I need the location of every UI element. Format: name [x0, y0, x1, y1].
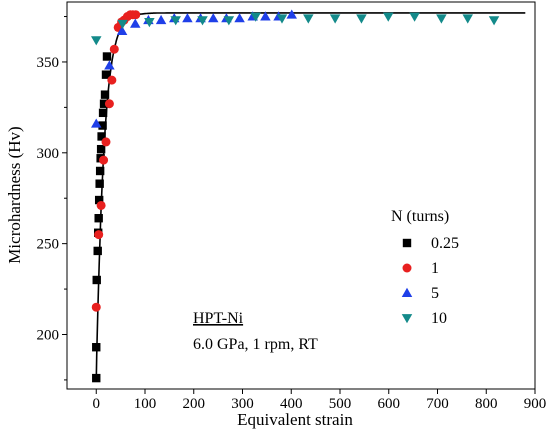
x-tick-label: 700 [426, 396, 449, 412]
data-point [436, 14, 447, 24]
x-tick-label: 600 [378, 396, 401, 412]
x-tick-label: 200 [183, 396, 206, 412]
y-tick-label: 350 [37, 55, 60, 71]
data-point [95, 166, 105, 176]
y-tick-label: 200 [37, 327, 60, 343]
annotation: HPT-Ni 6.0 GPa, 1 rpm, RT [193, 310, 318, 353]
x-tick-label: 400 [280, 396, 303, 412]
data-point [182, 13, 193, 23]
data-point [96, 144, 106, 154]
series-10 [91, 12, 500, 46]
data-point [91, 302, 101, 312]
data-point [155, 14, 167, 25]
data-point [91, 36, 102, 46]
data-point [91, 118, 102, 128]
data-point [95, 179, 104, 188]
y-tick-label: 250 [37, 237, 60, 253]
x-axis-label: Equivalent strain [237, 410, 353, 429]
data-point [94, 195, 104, 205]
annotation-line-2: 6.0 GPa, 1 rpm, RT [193, 336, 318, 353]
legend-label: 0.25 [431, 235, 459, 252]
data-point [104, 60, 115, 70]
data-point [250, 12, 261, 22]
y-tick-label: 300 [37, 146, 60, 162]
data-point [144, 18, 155, 28]
data-point [356, 14, 367, 24]
data-point [383, 12, 394, 22]
data-point [96, 200, 106, 210]
data-point [92, 373, 101, 383]
x-axis: 0 100 200 300 400 500 600 700 800 900 [93, 389, 547, 412]
y-axis: 200 250 300 350 [37, 16, 67, 381]
plot-frame [66, 1, 536, 390]
data-point [101, 70, 111, 79]
x-tick-label: 900 [524, 396, 547, 412]
legend-label: 10 [431, 310, 447, 327]
data-point [117, 19, 128, 30]
legend-title: N (turns) [391, 208, 449, 225]
data-point [223, 16, 235, 26]
data-point [170, 16, 181, 26]
data-point [97, 132, 106, 141]
data-point [107, 75, 117, 85]
data-point [94, 230, 104, 240]
annotation-line-1: HPT-Ni [193, 310, 244, 327]
data-point [109, 44, 119, 54]
legend-marker [401, 287, 413, 297]
data-point [488, 16, 500, 26]
data-point [92, 275, 101, 285]
fit-curve [95, 12, 526, 379]
legend-label: 1 [431, 260, 439, 277]
data-points [91, 9, 500, 383]
x-tick-label: 800 [475, 396, 498, 412]
x-tick-label: 300 [231, 396, 254, 412]
data-point [131, 10, 141, 20]
data-point [276, 14, 288, 24]
data-point [303, 14, 314, 24]
data-point [98, 108, 108, 118]
data-point [92, 343, 101, 352]
data-point [462, 14, 473, 24]
data-point [99, 155, 109, 165]
data-point [100, 90, 110, 99]
data-point [104, 99, 114, 109]
legend-label: 5 [431, 285, 439, 302]
data-point [102, 52, 112, 61]
data-point [409, 12, 420, 22]
data-point [94, 214, 103, 223]
data-point [234, 13, 245, 23]
legend-marker [402, 238, 412, 248]
data-point [99, 99, 109, 108]
data-point [116, 25, 128, 36]
data-point [286, 9, 297, 19]
data-point [197, 16, 208, 26]
x-tick-label: 0 [93, 396, 101, 412]
x-tick-label: 100 [134, 396, 157, 412]
data-point [93, 246, 102, 256]
data-point [101, 137, 111, 147]
x-tick-label: 500 [329, 396, 352, 412]
data-point [208, 13, 219, 23]
legend-marker [402, 263, 412, 273]
legend-marker [401, 314, 413, 324]
legend: N (turns) 0.25 1 5 10 [391, 208, 459, 327]
data-point [98, 121, 107, 130]
data-point [329, 14, 341, 24]
y-axis-label: Microhardness (Hv) [5, 126, 24, 263]
data-point [260, 11, 271, 21]
data-point [130, 18, 141, 28]
